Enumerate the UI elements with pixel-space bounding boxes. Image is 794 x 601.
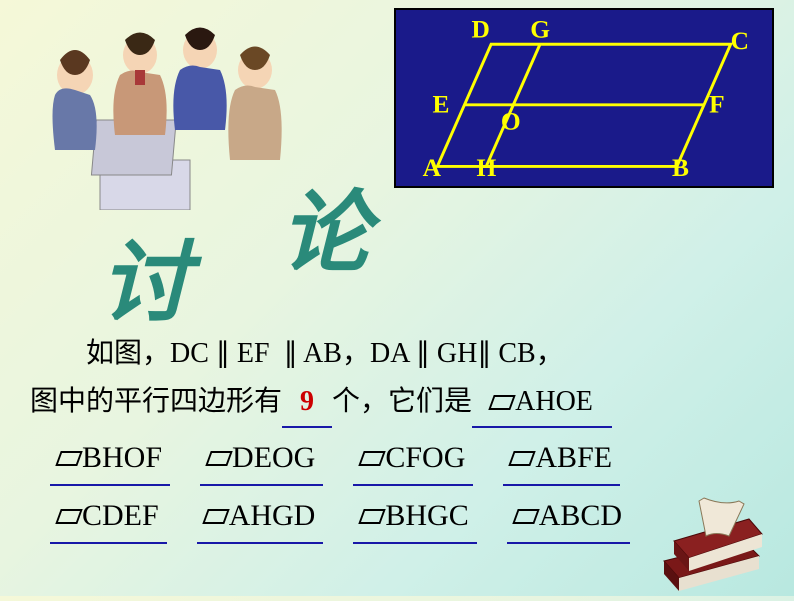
vertex-d: D: [472, 15, 490, 43]
answer-count: 9: [300, 386, 314, 417]
ans-item-3: CFOG: [353, 434, 473, 486]
ans-item-6: AHGD: [197, 492, 324, 544]
ans-item-4: ABFE: [503, 434, 620, 486]
ans-item-2: DEOG: [200, 434, 323, 486]
parallel-3: ∥: [416, 338, 430, 369]
parallelogram-diagram: A B C D E F G H O: [394, 8, 774, 188]
prefix-1: 如图，: [86, 338, 170, 369]
vertex-f: F: [709, 91, 725, 119]
ans-item-8: ABCD: [507, 492, 630, 544]
vertex-o: O: [501, 107, 521, 135]
seg-ab: AB: [303, 338, 342, 369]
seg-ef: EF: [237, 338, 270, 369]
vertex-e: E: [432, 91, 449, 119]
ans-item-5: CDEF: [50, 492, 167, 544]
ans-item-1: BHOF: [50, 434, 170, 486]
vertex-a: A: [423, 154, 442, 182]
vertex-c: C: [731, 27, 749, 55]
parallel-2: ∥: [284, 338, 298, 369]
ans-item-7: BHGC: [353, 492, 476, 544]
title-char-1: 讨: [100, 210, 190, 340]
seg-dc: DC: [170, 338, 209, 369]
ans-0: AHOE: [515, 386, 593, 417]
books-illustration: [644, 486, 774, 596]
prefix-2: 图中的平行四边形有: [30, 386, 282, 417]
parallel-1: ∥: [216, 338, 230, 369]
seg-cb: CB: [498, 338, 535, 369]
vertex-b: B: [672, 154, 689, 182]
discussion-illustration: [30, 20, 290, 210]
seg-da: DA: [370, 338, 409, 369]
title-char-2: 论: [280, 160, 370, 290]
parallel-4: ∥: [477, 338, 491, 369]
seg-gh: GH: [437, 338, 477, 369]
count-suffix: 个，它们是: [332, 386, 472, 417]
vertex-h: H: [476, 154, 496, 182]
vertex-g: G: [530, 15, 550, 43]
